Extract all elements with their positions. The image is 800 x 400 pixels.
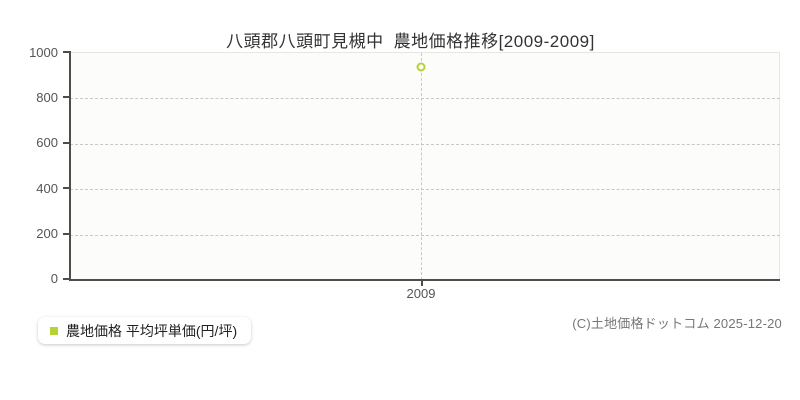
- legend-swatch-icon: [50, 326, 58, 335]
- chart-title: 八頭郡八頭町見槻中 農地価格推移[2009-2009]: [0, 9, 800, 75]
- y-tick-200: [63, 232, 70, 235]
- x-tick-2009: [421, 279, 423, 286]
- y-tick-800: [63, 96, 70, 99]
- y-tick-label-1000: 1000: [29, 45, 58, 60]
- chart-title-main: 農地価格推移[2009-2009]: [393, 32, 595, 51]
- legend-item-label: 農地価格 平均坪単価(円/坪): [66, 322, 238, 339]
- y-tick-label-600: 600: [36, 135, 58, 150]
- y-tick-1000: [63, 51, 70, 53]
- y-tick-label-200: 200: [36, 226, 58, 241]
- y-tick-600: [63, 141, 70, 144]
- y-tick-0: [63, 278, 70, 280]
- x-tick-label-2009: 2009: [406, 286, 436, 301]
- data-point-2009[interactable]: [416, 62, 426, 72]
- y-tick-label-0: 0: [50, 271, 58, 286]
- chart-title-place: 八頭郡八頭町見槻中: [226, 32, 384, 51]
- gridline-x-2009: [421, 53, 422, 280]
- y-tick-label-800: 800: [36, 90, 58, 105]
- gridline-y-400: [70, 189, 780, 191]
- y-axis-line: [69, 51, 71, 280]
- copyright-credit: (C)土地価格ドットコム 2025-12-20: [572, 316, 782, 331]
- gridline-y-200: [70, 234, 780, 236]
- x-axis-line: [69, 279, 780, 281]
- gridline-y-600: [70, 143, 780, 145]
- y-tick-400: [63, 187, 70, 190]
- y-tick-label-400: 400: [36, 181, 58, 196]
- plot-area: [70, 52, 780, 280]
- chart-legend[interactable]: 農地価格 平均坪単価(円/坪): [38, 317, 252, 344]
- gridline-y-800: [70, 98, 780, 100]
